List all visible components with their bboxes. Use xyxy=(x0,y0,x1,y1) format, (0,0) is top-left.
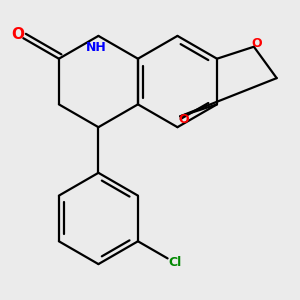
Text: O: O xyxy=(178,113,189,126)
Text: Cl: Cl xyxy=(168,256,181,269)
Text: O: O xyxy=(252,37,262,50)
Text: NH: NH xyxy=(86,41,106,54)
Text: O: O xyxy=(11,27,24,42)
